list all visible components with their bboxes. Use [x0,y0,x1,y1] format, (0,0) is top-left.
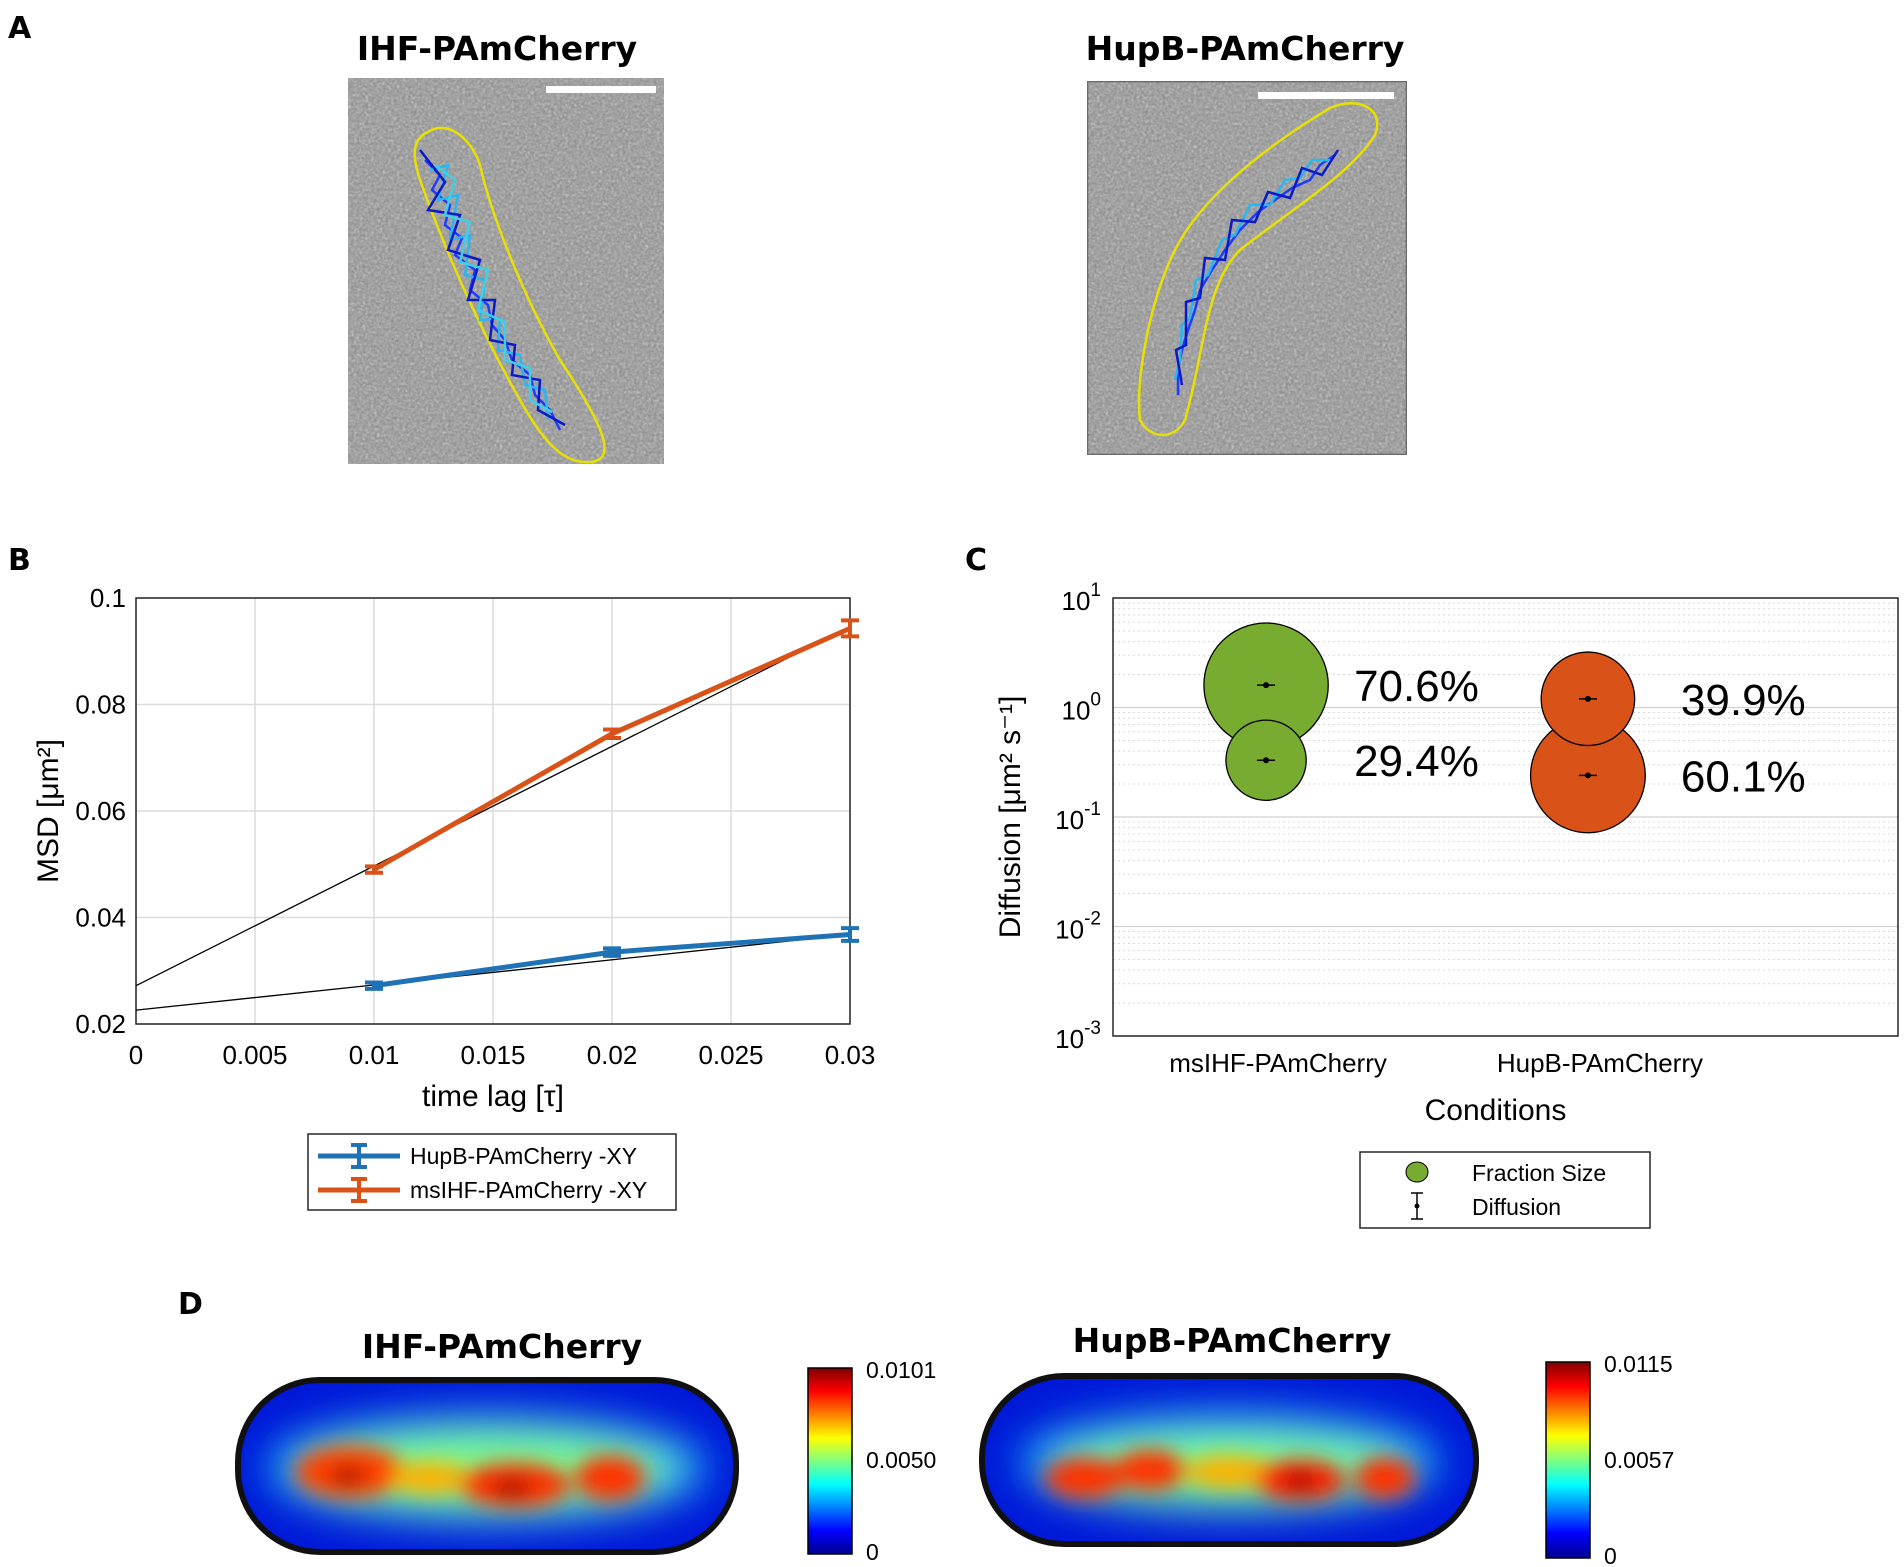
y-tick-label: 0.06 [75,796,126,826]
legend-label: HupB-PAmCherry -XY [410,1143,637,1169]
plot-frame [135,597,851,1025]
x-tick-label: 0.015 [460,1040,525,1070]
scale-bar [1258,92,1394,99]
diffusion-chart: 101 100 10-1 10-2 10-3 msIHF-PAmCherry HupB-PA… [994,580,1899,1229]
colorbar-hupb-max: 0.0115 [1604,1351,1673,1377]
green-circle-icon [1405,1161,1429,1183]
panel-a-title-hupb: HupB-PAmCherry [1086,29,1405,68]
x-tick-label: 0.02 [587,1040,638,1070]
error-bar [841,926,859,943]
y-tick-label: 10-1 [1055,799,1101,835]
y-tick-label: 0.02 [75,1009,126,1039]
x-axis-label: Conditions [1425,1094,1567,1127]
panel-c-letter: C [965,543,987,578]
diffusion-marker [1578,695,1597,702]
colorbar-ihf-max: 0.0101 [866,1357,936,1383]
y-axis-label: Diffusion [μm² s⁻¹] [994,696,1027,939]
scale-bar [546,86,656,93]
x-tick-label: HupB-PAmCherry [1497,1048,1703,1078]
error-bar [365,980,383,991]
x-tick-label: msIHF-PAmCherry [1169,1048,1387,1078]
panel-d-title-ihf: IHF-PAmCherry [362,1327,642,1366]
legend-item: HupB-PAmCherry -XY [318,1143,637,1169]
colorbar-hupb: 0.0115 0.0057 0 [1545,1351,1674,1567]
x-tick-label: 0.025 [698,1040,763,1070]
legend-item: Diffusion [1411,1192,1561,1220]
y-tick-label: 0.08 [75,690,126,720]
msd-chart: 0 0.005 0.01 0.015 0.02 0.025 0.03 0.02 0.04 0.06… [32,583,876,1211]
y-tick-label: 101 [1062,580,1102,616]
y-tick-label: 0.1 [90,583,126,613]
fit-line [135,933,851,1011]
y-tick-label: 10-3 [1055,1018,1101,1054]
fraction-label: 60.1% [1681,752,1806,801]
x-tick-label: 0 [129,1040,143,1070]
colorbar-hupb-min: 0 [1604,1543,1617,1567]
legend-item: Fraction Size [1405,1160,1606,1186]
track-overlay [419,149,566,431]
panel-d-title-hupb: HupB-PAmCherry [1073,1321,1392,1360]
y-axis-label: MSD [μm²] [32,739,65,883]
legend-item: msIHF-PAmCherry -XY [318,1177,647,1203]
fraction-label: 29.4% [1354,737,1479,786]
y-tick-label: 0.04 [75,903,126,933]
legend-box [307,1133,677,1211]
error-bar [841,618,859,639]
heatmap-hupb [979,1373,1479,1547]
fraction-label: 39.9% [1681,676,1806,725]
colorbar-ihf-min: 0 [866,1539,879,1565]
colorbar-hupb-mid: 0.0057 [1604,1447,1674,1473]
x-tick-label: 0.005 [222,1040,287,1070]
legend-label: Diffusion [1472,1194,1561,1220]
panel-a-image-ihf [348,78,664,464]
panel-a-title-ihf: IHF-PAmCherry [357,29,637,68]
diffusion-marker [1578,772,1597,779]
legend-box [1359,1151,1651,1229]
error-bar [603,727,621,741]
colorbar-ihf-mid: 0.0050 [866,1447,936,1473]
diffusion-dot [1263,682,1270,689]
error-bar [603,946,621,958]
cell-outline [1137,102,1379,437]
cell-outline [413,126,606,464]
y-tick-label: 100 [1062,690,1102,726]
panel-a-letter: A [8,11,32,46]
diffusion-marker [1257,757,1276,764]
fit-line [135,626,851,987]
colorbar-ihf: 0.0101 0.0050 0 [807,1357,936,1565]
legend-label: msIHF-PAmCherry -XY [410,1177,647,1203]
diffusion-dot [1584,695,1591,702]
track-overlay [1173,149,1340,395]
fraction-label: 70.6% [1354,662,1479,711]
x-tick-label: 0.01 [349,1040,400,1070]
heatmap-ihf [235,1377,739,1555]
error-bar [365,864,383,875]
diffusion-marker [1257,682,1276,689]
x-axis-label: time lag [τ] [422,1080,564,1113]
y-tick-label: 10-2 [1055,909,1101,945]
x-tick-label: 0.03 [825,1040,876,1070]
errorbar-dot-icon-dot [1414,1203,1420,1209]
panel-b-letter: B [8,543,31,578]
diffusion-dot [1263,757,1270,764]
plot-frame [1112,597,1899,1037]
diffusion-dot [1584,772,1591,779]
legend-label: Fraction Size [1472,1160,1606,1186]
panel-d-letter: D [178,1287,203,1322]
panel-a-image-hupb [1087,81,1407,455]
